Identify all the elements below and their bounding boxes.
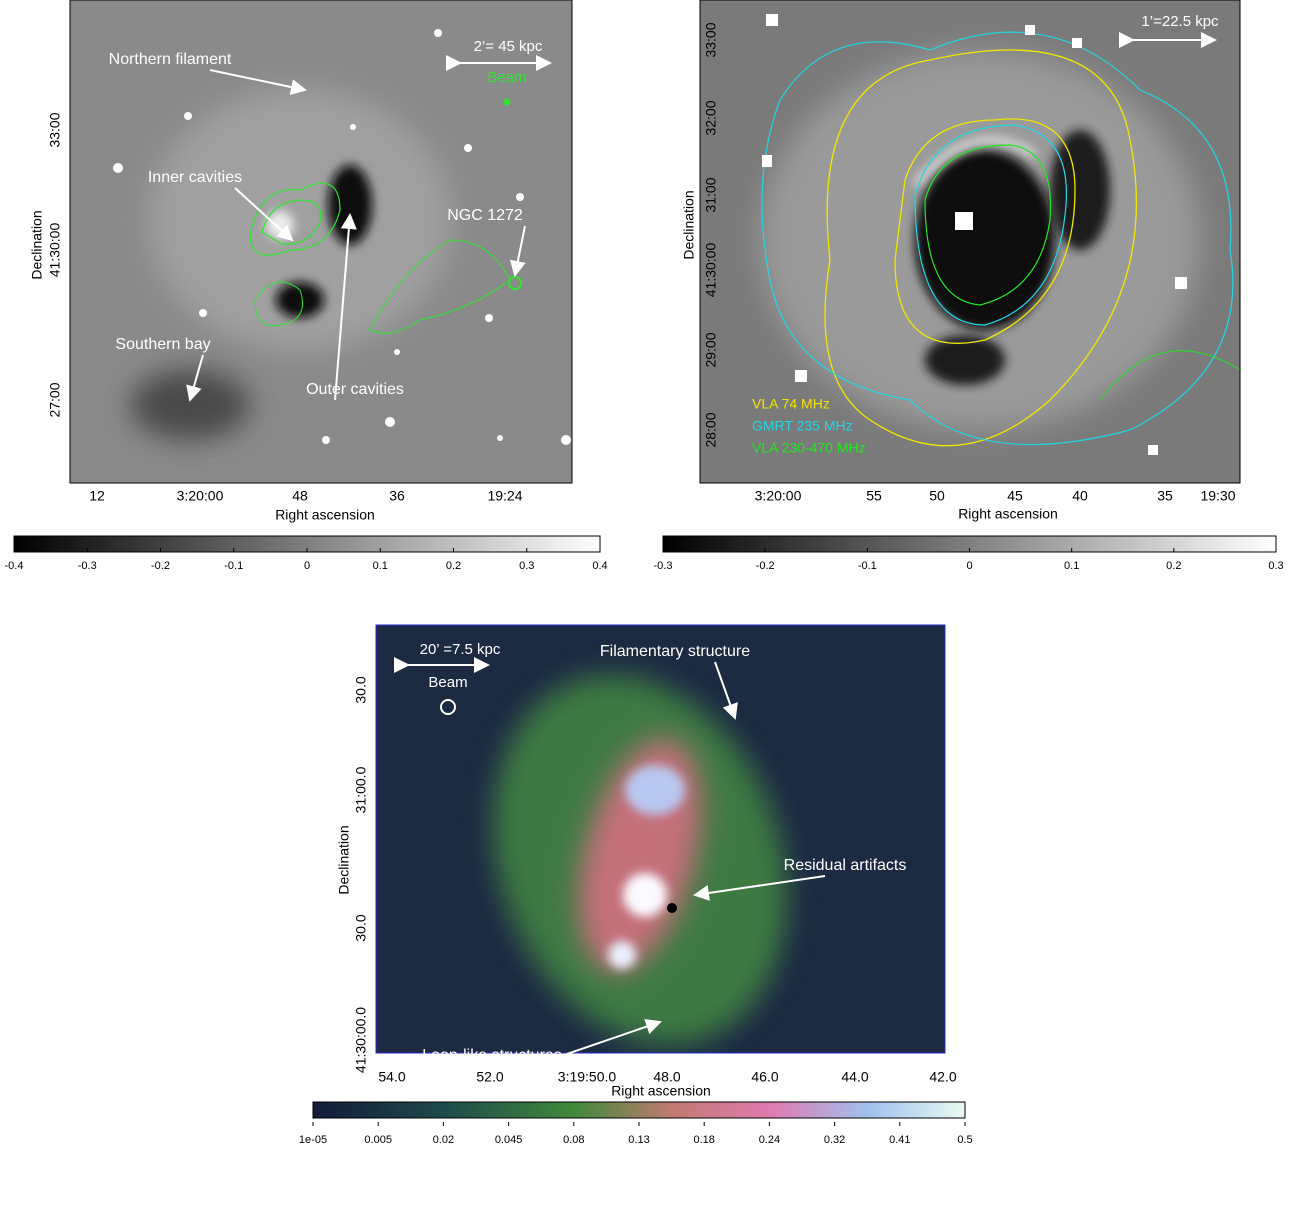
colorbar-tick-label: -0.1: [224, 560, 243, 572]
annotation: Residual artifacts: [784, 857, 907, 874]
x-tick-label: 3:19:50.0: [558, 1069, 617, 1085]
colorbar-tick-label: 0.2: [1166, 560, 1181, 572]
colorbar-tick-label: 0.005: [364, 1134, 392, 1146]
colorbar: [313, 1102, 965, 1118]
x-tick-label: 54.0: [378, 1069, 405, 1085]
y-tick-label: 31:00: [703, 177, 719, 212]
x-tick-label: 42.0: [929, 1069, 956, 1085]
annotation: Southern bay: [115, 336, 210, 353]
legend-entry: VLA 74 MHz: [752, 396, 830, 412]
image-panel-3: [376, 625, 945, 1086]
colorbar-tick-label: -0.4: [5, 560, 24, 572]
x-tick-label: 55: [866, 488, 882, 504]
beam: [505, 100, 510, 105]
colorbar-tick-label: 0.045: [495, 1134, 523, 1146]
annotation: NGC 1272: [447, 207, 523, 224]
annotation: Loop-like structures: [422, 1047, 562, 1064]
x-axis-title: Right ascension: [958, 506, 1058, 522]
colorbar-tick-label: 0.18: [693, 1134, 714, 1146]
beam-label: Beam: [428, 674, 467, 691]
y-tick-label: 33:00: [47, 112, 63, 147]
x-tick-label: 3:20:00: [177, 488, 224, 504]
legend-entry: GMRT 235 MHz: [752, 418, 853, 434]
y-tick-label: 31:00.0: [353, 766, 369, 813]
x-tick-label: 12: [89, 488, 105, 504]
x-tick-label: 50: [929, 488, 945, 504]
y-tick-label: 41:30:00: [703, 243, 719, 298]
colorbar-tick-label: 0.24: [759, 1134, 780, 1146]
colorbar-tick-label: -0.1: [858, 560, 877, 572]
colorbar-tick-label: 0.32: [824, 1134, 845, 1146]
colorbar-tick-label: 0.5: [957, 1134, 972, 1146]
colorbar-tick-label: 0.41: [889, 1134, 910, 1146]
colorbar-tick-label: -0.2: [756, 560, 775, 572]
colorbar-tick-label: 0.3: [519, 560, 534, 572]
annotation: Inner cavities: [148, 169, 242, 186]
colorbar-tick-label: 0: [304, 560, 310, 572]
colorbar-tick-label: 0.2: [446, 560, 461, 572]
x-axis-title: Right ascension: [611, 1083, 711, 1099]
y-axis-title: Declination: [29, 210, 45, 279]
annotation: Filamentary structure: [600, 643, 750, 660]
colorbar-tick-label: 1e-05: [299, 1134, 327, 1146]
colorbar-tick-label: 0.1: [373, 560, 388, 572]
x-tick-label: 48: [292, 488, 308, 504]
colorbar-tick-label: 0.13: [628, 1134, 649, 1146]
x-tick-label: 46.0: [751, 1069, 778, 1085]
colorbar-tick-label: -0.3: [78, 560, 97, 572]
colorbar-tick-label: -0.3: [654, 560, 673, 572]
scale-bar-label: 1’=22.5 kpc: [1141, 13, 1219, 30]
beam-label: Beam: [487, 69, 526, 86]
y-tick-label: 41:30:00.0: [353, 1007, 369, 1073]
x-tick-label: 3:20:00: [755, 488, 802, 504]
x-tick-label: 36: [389, 488, 405, 504]
y-tick-label: 28:00: [703, 412, 719, 447]
colorbar-tick-label: 0.4: [592, 560, 607, 572]
y-axis-title: Declination: [336, 825, 352, 894]
x-tick-label: 45: [1007, 488, 1023, 504]
x-tick-label: 35: [1157, 488, 1173, 504]
x-tick-label: 44.0: [841, 1069, 868, 1085]
colorbar-tick-label: 0.02: [433, 1134, 454, 1146]
x-tick-label: 19:24: [487, 488, 522, 504]
annotation: Northern filament: [109, 51, 232, 68]
y-tick-label: 27:00: [47, 382, 63, 417]
colorbar-tick-label: -0.2: [151, 560, 170, 572]
y-tick-label: 32:00: [703, 100, 719, 135]
legend-entry: VLA 230-470 MHz: [752, 440, 866, 456]
x-tick-label: 52.0: [476, 1069, 503, 1085]
scale-bar-label: 20’ =7.5 kpc: [420, 641, 501, 658]
colorbar-tick-label: 0: [966, 560, 972, 572]
colorbar-tick-label: 0.1: [1064, 560, 1079, 572]
y-axis-title: Declination: [681, 190, 697, 259]
y-tick-label: 41:30:00: [47, 223, 63, 278]
figure: 12 3:20:00 48 36 19:24 Right ascension 33:00 41…: [0, 0, 1311, 1207]
y-tick-label: 30.0: [353, 914, 369, 941]
x-tick-label: 40: [1072, 488, 1088, 504]
annotation: Outer cavities: [306, 381, 404, 398]
colorbar-tick-label: 0.08: [563, 1134, 584, 1146]
y-tick-label: 30.0: [353, 676, 369, 703]
x-axis-title: Right ascension: [275, 507, 375, 523]
y-tick-label: 29:00: [703, 332, 719, 367]
colorbar-tick-label: 0.3: [1268, 560, 1283, 572]
scale-bar-label: 2’= 45 kpc: [474, 38, 543, 55]
x-tick-label: 19:30: [1200, 488, 1235, 504]
y-tick-label: 33:00: [703, 22, 719, 57]
